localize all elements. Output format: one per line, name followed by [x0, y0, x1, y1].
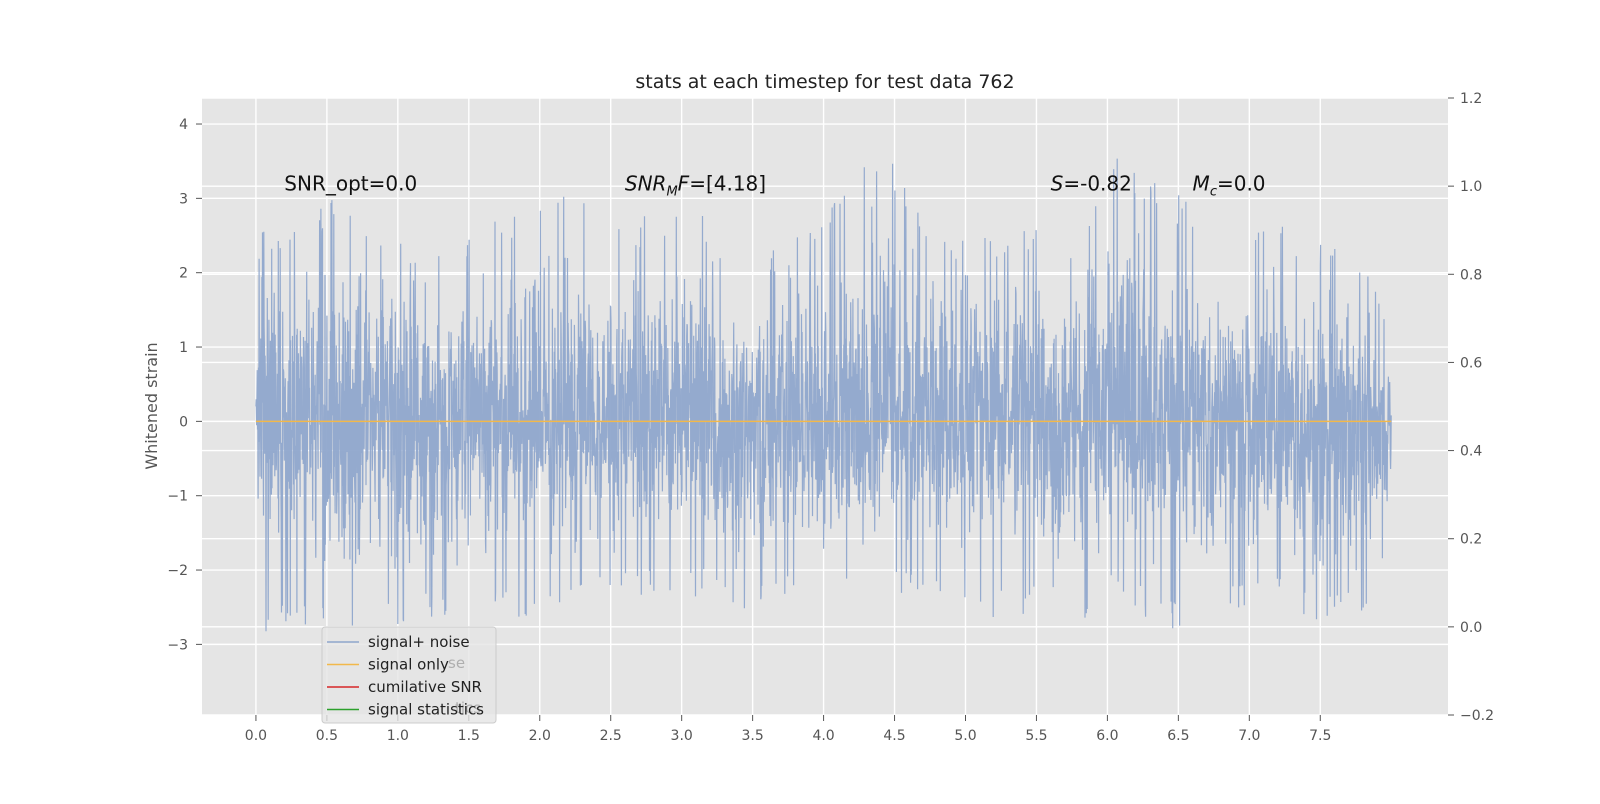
- y-tick-label: −3: [167, 637, 188, 653]
- y-tick-label: −1: [167, 489, 188, 505]
- y-tick-label: 2: [179, 266, 188, 282]
- annotation: SNR_opt=0.0: [284, 171, 417, 195]
- y-tick-label: 4: [179, 117, 188, 133]
- x-tick-label: 0.0: [245, 728, 267, 744]
- x-tick-label: 2.5: [600, 728, 622, 744]
- annotation-base: SNR: [625, 171, 667, 195]
- x-tick-label: 4.5: [883, 728, 905, 744]
- chart-title: stats at each timestep for test data 762: [635, 71, 1014, 93]
- legend-ghost-text: se: [448, 654, 465, 672]
- x-tick-label: 7.0: [1238, 728, 1260, 744]
- x-tick-label: 6.0: [1096, 728, 1118, 744]
- y2-tick-label: 1.0: [1460, 179, 1482, 195]
- y2-tick-label: −0.2: [1460, 708, 1494, 724]
- x-tick-label: 3.5: [741, 728, 763, 744]
- legend: se tics signal+ noise signal only cumilative…: [321, 626, 497, 724]
- legend-label: cumilative SNR: [368, 678, 482, 696]
- legend-ghost-text: tics: [455, 699, 481, 717]
- annotation: S=-0.82: [1051, 171, 1132, 195]
- annotation-sub: M: [666, 184, 677, 199]
- annotation: SNRMF=[4.18]: [625, 171, 766, 199]
- legend-box: [321, 626, 497, 724]
- series-layer: [255, 158, 1392, 632]
- y2-tick-label: 0.8: [1460, 267, 1482, 283]
- annotation-sub: c: [1210, 184, 1217, 199]
- y-tick-label: 3: [179, 191, 188, 207]
- annotations: SNR_opt=0.0 SNRMF=[4.18] S=-0.82 Mc=0.0: [284, 171, 1265, 199]
- legend-label: signal only: [368, 656, 449, 674]
- x-tick-label: 0.5: [316, 728, 338, 744]
- x-tick-label: 4.0: [812, 728, 834, 744]
- x-tick-label: 7.5: [1309, 728, 1331, 744]
- y2-tick-label: 0.4: [1460, 444, 1482, 460]
- annotation: Mc=0.0: [1193, 171, 1266, 199]
- axes: 0.0 0.5 1.0 1.5 2.0 2.5 3.0 3.5 4.0 4.5 5.0 5.5 6.0 6…: [167, 91, 1494, 744]
- legend-label: signal+ noise: [368, 633, 470, 651]
- x-tick-label: 1.5: [458, 728, 480, 744]
- x-tick-label: 5.5: [1025, 728, 1047, 744]
- y-tick-label: 0: [179, 414, 188, 430]
- annotation-rest: =-0.82: [1063, 171, 1132, 195]
- annotation-base: S: [1051, 171, 1064, 195]
- y2-tick-label: 1.2: [1460, 91, 1482, 107]
- x-tick-label: 5.0: [954, 728, 976, 744]
- series-signal-noise: [255, 158, 1392, 632]
- x-tick-label: 6.5: [1167, 728, 1189, 744]
- annotation-var: F: [678, 171, 690, 195]
- y-tick-label: 1: [179, 340, 188, 356]
- y2-tick-label: 0.6: [1460, 355, 1482, 371]
- x-tick-label: 3.0: [671, 728, 693, 744]
- x-tick-label: 1.0: [387, 728, 409, 744]
- y-axis-label: Whitened strain: [142, 342, 161, 469]
- x-tick-label: 2.0: [529, 728, 551, 744]
- y2-tick-label: 0.2: [1460, 532, 1482, 548]
- annotation-rest: =[4.18]: [689, 171, 766, 195]
- legend-label: signal statistics: [368, 701, 484, 719]
- y-tick-label: −2: [167, 563, 188, 579]
- annotation-rest: =0.0: [1217, 171, 1266, 195]
- annotation-base: M: [1193, 171, 1210, 195]
- y2-tick-label: 0.0: [1460, 620, 1482, 636]
